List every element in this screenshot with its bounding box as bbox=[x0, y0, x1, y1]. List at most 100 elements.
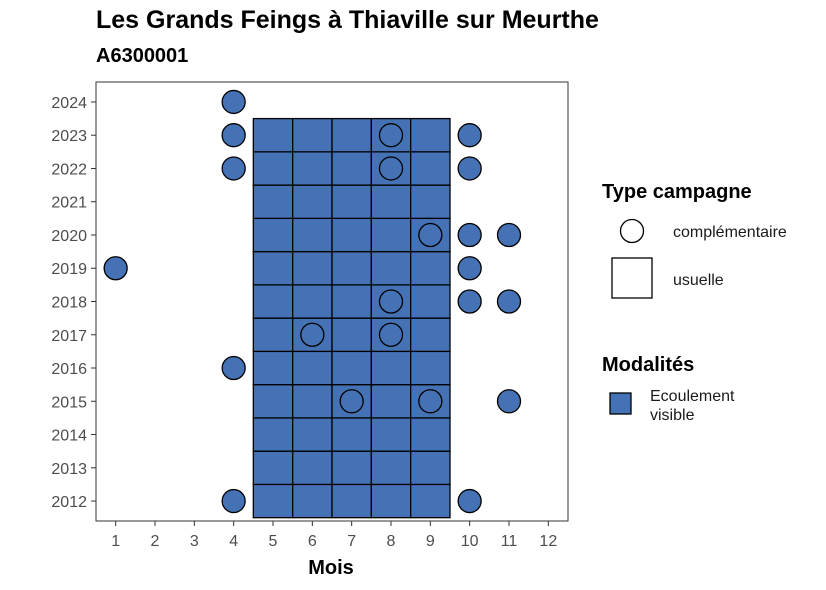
point-2022-8 bbox=[378, 156, 404, 181]
tile-2020-8 bbox=[370, 217, 412, 253]
tile-2022-7 bbox=[331, 151, 372, 186]
x-tick-label-7: 7 bbox=[347, 533, 356, 550]
point-2020-10 bbox=[457, 222, 482, 248]
tile-2021-7 bbox=[331, 184, 372, 220]
legend-label-usuelle: usuelle bbox=[673, 272, 724, 289]
tile-2012-5 bbox=[252, 483, 294, 519]
x-tick-label-2: 2 bbox=[151, 533, 160, 550]
tile-2023-9 bbox=[410, 117, 451, 153]
x-tick-label-11: 11 bbox=[501, 533, 518, 550]
tile-2014-6 bbox=[292, 417, 333, 452]
points-layer bbox=[103, 89, 522, 514]
tile-2017-5 bbox=[252, 317, 294, 353]
x-tick-label-9: 9 bbox=[426, 533, 435, 550]
tile-2016-5 bbox=[252, 350, 294, 386]
point-2012-4 bbox=[221, 488, 246, 514]
tile-2018-7 bbox=[331, 284, 372, 319]
point-2016-4 bbox=[221, 355, 246, 381]
tile-2013-7 bbox=[331, 450, 372, 486]
point-2019-10 bbox=[457, 256, 482, 281]
y-tick-label-2022: 2022 bbox=[51, 161, 87, 178]
tile-2021-6 bbox=[292, 184, 333, 220]
x-tick-label-8: 8 bbox=[387, 533, 396, 550]
legend-label-complementaire: complémentaire bbox=[673, 224, 787, 241]
tile-2021-5 bbox=[252, 184, 294, 220]
point-2023-8 bbox=[378, 123, 404, 148]
tile-2015-5 bbox=[252, 383, 294, 419]
point-2012-10 bbox=[457, 488, 482, 514]
y-tick-label-2023: 2023 bbox=[51, 128, 87, 145]
point-2018-11 bbox=[496, 289, 522, 314]
tile-2013-9 bbox=[410, 450, 451, 486]
tile-2015-8 bbox=[370, 383, 412, 419]
tile-2012-9 bbox=[410, 483, 451, 519]
point-2018-8 bbox=[378, 289, 404, 314]
tile-2017-9 bbox=[410, 317, 451, 353]
tile-2016-9 bbox=[410, 350, 451, 386]
point-2015-11 bbox=[496, 389, 522, 414]
tile-2022-5 bbox=[252, 151, 294, 186]
tile-2012-8 bbox=[370, 483, 412, 519]
tile-2019-7 bbox=[331, 250, 372, 286]
y-tick-label-2021: 2021 bbox=[51, 195, 87, 212]
point-2023-4 bbox=[221, 123, 246, 148]
x-tick-label-3: 3 bbox=[190, 533, 199, 550]
y-axis: 2012 2013 2014 2015 2016 2017 2018 2019 2020 2021… bbox=[51, 95, 96, 511]
chart-subtitle: A6300001 bbox=[96, 45, 189, 67]
x-tick-label-5: 5 bbox=[269, 533, 278, 550]
tile-2017-7 bbox=[331, 317, 372, 353]
y-tick-label-2013: 2013 bbox=[51, 461, 87, 478]
tile-2018-6 bbox=[292, 284, 333, 319]
x-tick-label-4: 4 bbox=[229, 533, 238, 550]
tile-2015-6 bbox=[292, 383, 333, 419]
tile-2019-8 bbox=[370, 250, 412, 286]
point-2018-10 bbox=[457, 289, 482, 314]
legend-key-square bbox=[611, 257, 653, 299]
legend-label-ecoulement-line-1: Ecoulement bbox=[650, 388, 735, 405]
legend-label-ecoulement-line-2: visible bbox=[650, 407, 695, 424]
y-tick-label-2019: 2019 bbox=[51, 261, 87, 278]
tile-2013-5 bbox=[252, 450, 294, 486]
tile-2020-6 bbox=[292, 217, 333, 253]
point-2017-6 bbox=[300, 322, 325, 347]
tile-2012-6 bbox=[292, 483, 333, 519]
point-2022-4 bbox=[221, 156, 246, 181]
tile-2013-6 bbox=[292, 450, 333, 486]
x-axis-title: Mois bbox=[308, 557, 354, 579]
x-tick-label-1: 1 bbox=[111, 533, 120, 550]
tile-2013-8 bbox=[370, 450, 412, 486]
y-tick-label-2016: 2016 bbox=[51, 361, 87, 378]
tile-2022-6 bbox=[292, 151, 333, 186]
tile-2014-9 bbox=[410, 417, 451, 452]
legend-key-circle bbox=[619, 218, 645, 244]
point-2024-4 bbox=[221, 89, 246, 115]
tile-2014-5 bbox=[252, 417, 294, 452]
tile-2012-7 bbox=[331, 483, 372, 519]
tile-2014-8 bbox=[370, 417, 412, 452]
tile-2018-9 bbox=[410, 284, 451, 319]
y-tick-label-2018: 2018 bbox=[51, 295, 87, 312]
tile-2019-6 bbox=[292, 250, 333, 286]
tile-2016-8 bbox=[370, 350, 412, 386]
tile-2021-8 bbox=[370, 184, 412, 220]
x-tick-label-12: 12 bbox=[539, 533, 557, 550]
point-2017-8 bbox=[378, 322, 404, 347]
tile-2018-5 bbox=[252, 284, 294, 319]
y-tick-label-2020: 2020 bbox=[51, 228, 87, 245]
y-tick-label-2015: 2015 bbox=[51, 394, 87, 411]
chart-title: Les Grands Feings à Thiaville sur Meurth… bbox=[96, 6, 599, 34]
tile-2021-9 bbox=[410, 184, 451, 220]
point-2015-7 bbox=[339, 389, 364, 414]
point-2022-10 bbox=[457, 156, 482, 181]
y-tick-label-2024: 2024 bbox=[51, 95, 87, 112]
legend-title-modalites: Modalités bbox=[602, 354, 694, 376]
y-tick-label-2012: 2012 bbox=[51, 494, 87, 511]
tile-2023-7 bbox=[331, 117, 372, 153]
tile-2023-5 bbox=[252, 117, 294, 153]
tile-2020-5 bbox=[252, 217, 294, 253]
legend-title-type-campagne: Type campagne bbox=[602, 181, 752, 203]
tiles-layer bbox=[252, 117, 451, 519]
point-2020-11 bbox=[496, 222, 522, 248]
y-tick-label-2014: 2014 bbox=[51, 428, 87, 445]
